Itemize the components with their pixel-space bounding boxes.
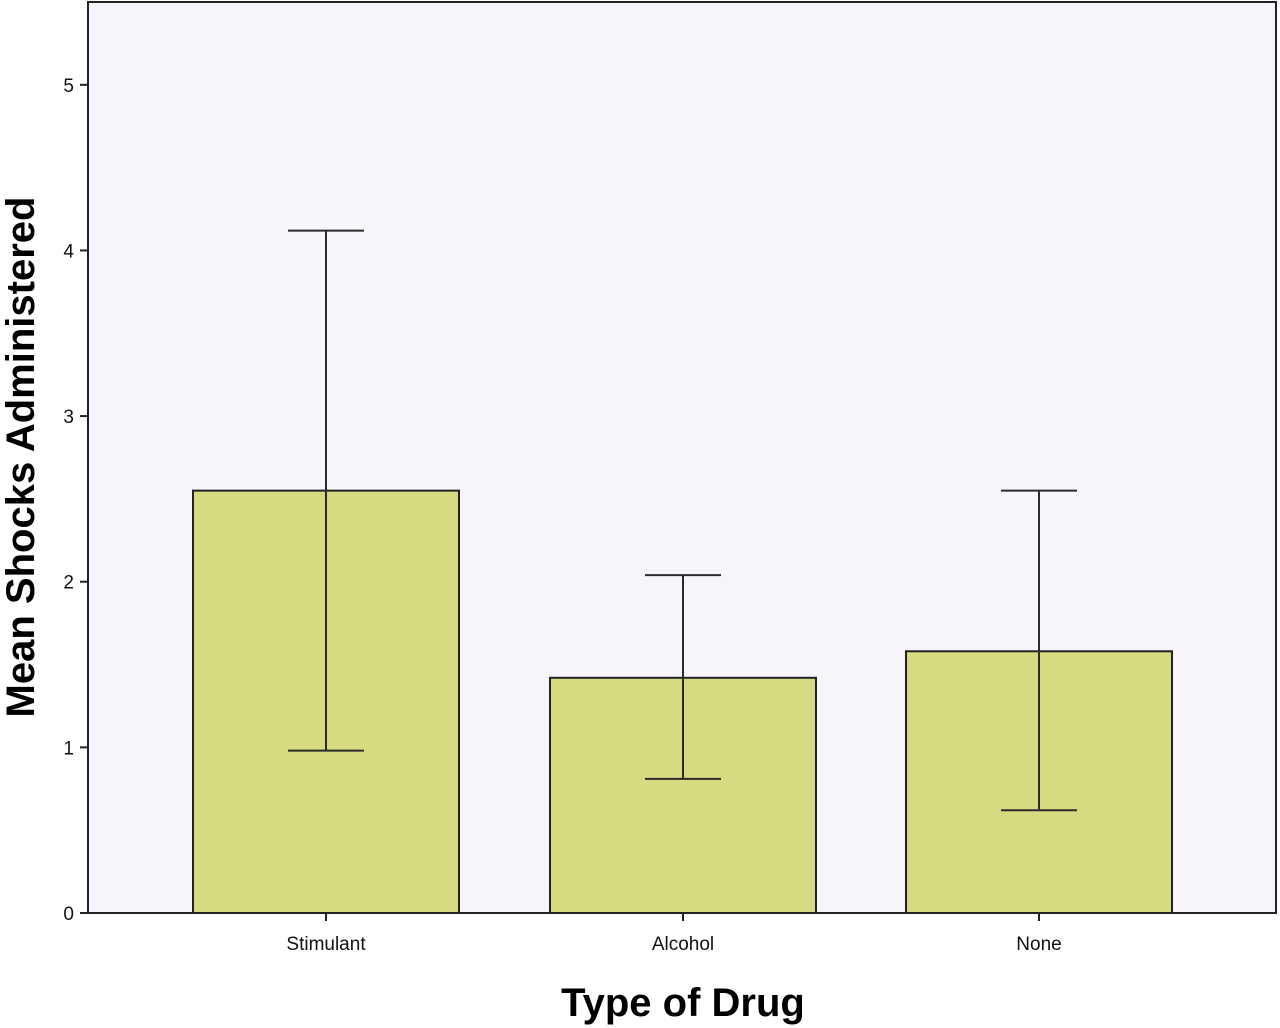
x-tick-label-alcohol: Alcohol xyxy=(652,934,714,955)
error-bar-alcohol xyxy=(645,574,721,780)
y-tick-label: 4 xyxy=(63,241,74,262)
y-tick-label: 1 xyxy=(63,738,74,759)
y-axis-title: Mean Shocks Administered xyxy=(0,197,43,718)
error-bar-stimulant xyxy=(288,229,364,752)
y-tick-label: 2 xyxy=(63,573,74,594)
error-bar-none xyxy=(1001,489,1077,812)
x-tick-label-stimulant: Stimulant xyxy=(286,934,366,955)
axes-layer: 0 1 2 3 4 5 Stimulant Alcohol None xyxy=(63,76,1061,955)
y-tick-label: 5 xyxy=(63,76,74,97)
error-bars-layer xyxy=(288,229,1077,812)
x-tick-label-none: None xyxy=(1016,934,1061,955)
y-tick-label: 3 xyxy=(63,407,74,428)
x-axis-title: Type of Drug xyxy=(561,981,805,1025)
y-tick-label: 0 xyxy=(63,904,74,925)
